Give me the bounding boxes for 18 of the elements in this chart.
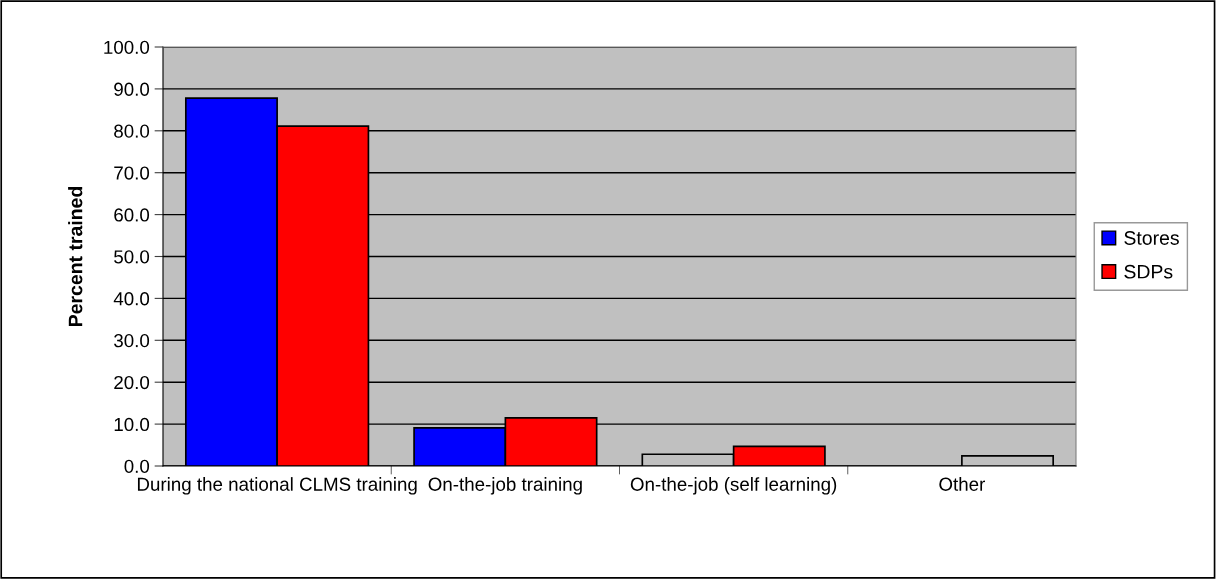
y-tick-label: 70.0 bbox=[114, 166, 150, 180]
y-tick-label: 80.0 bbox=[114, 124, 150, 138]
legend-label: Stores bbox=[1124, 231, 1179, 245]
y-tick-label: 0.0 bbox=[124, 459, 150, 473]
legend-label: SDPs bbox=[1124, 264, 1173, 279]
y-tick-label: 100.0 bbox=[104, 40, 150, 54]
y-tick-label: 90.0 bbox=[114, 82, 150, 96]
x-tick-label: Other bbox=[939, 477, 986, 491]
y-tick-label: 60.0 bbox=[114, 208, 150, 222]
y-axis-title: Percent trained bbox=[68, 187, 83, 326]
x-tick-label: On-the-job (self learning) bbox=[630, 477, 837, 495]
x-tick-label: On-the-job training bbox=[428, 477, 582, 495]
y-tick-label: 40.0 bbox=[113, 292, 150, 306]
y-tick-label: 20.0 bbox=[114, 375, 150, 390]
y-tick-label: 30.0 bbox=[114, 334, 150, 348]
y-tick-label: 10.0 bbox=[114, 417, 150, 432]
y-tick-label: 50.0 bbox=[114, 250, 150, 264]
x-tick-label: During the national CLMS training bbox=[137, 477, 417, 495]
